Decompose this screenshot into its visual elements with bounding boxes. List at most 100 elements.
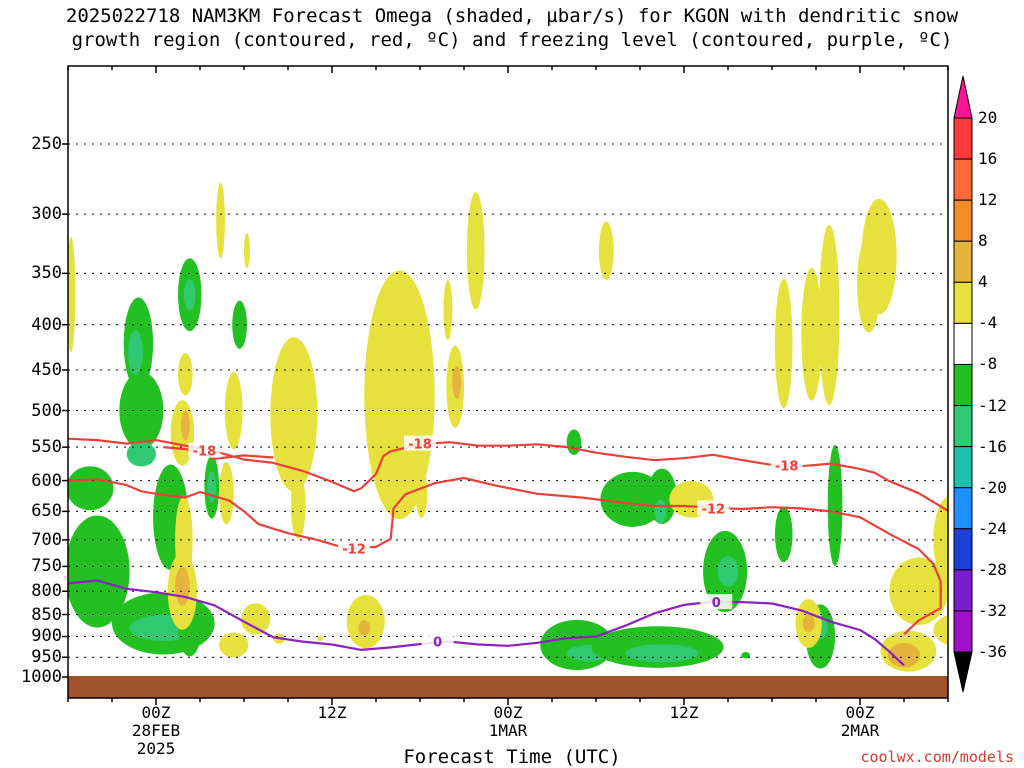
omega-region-65: [889, 557, 948, 625]
omega-region-34: [180, 410, 190, 441]
colorbar: [953, 75, 973, 693]
colorbar-label: 8: [978, 231, 988, 251]
x-tick-label: 12Z: [287, 704, 377, 758]
colorbar-swatch: [953, 281, 973, 324]
x-tick-label: 00Z 2MAR: [815, 704, 905, 758]
omega-region-0: [68, 466, 114, 511]
omega-region-44: [270, 337, 318, 492]
colorbar-label: 16: [978, 149, 998, 169]
omega-region-18: [647, 468, 677, 525]
omega-region-16: [566, 429, 582, 455]
omega-region-41: [224, 371, 243, 450]
omega-shading: [68, 182, 948, 672]
y-tick-label: 850: [31, 604, 62, 625]
axis-ticks: [62, 66, 949, 705]
source-credit: coolwx.com/models: [860, 748, 1014, 766]
omega-region-35: [178, 353, 193, 396]
colorbar-swatch: [953, 158, 973, 201]
contour-line-3: [68, 579, 905, 667]
omega-region-53: [452, 366, 462, 400]
omega-region-28: [827, 444, 843, 566]
omega-region-69: [933, 614, 948, 646]
y-tick-label: 900: [31, 626, 62, 647]
omega-region-14: [232, 300, 247, 349]
x-tick-label-line: 28FEB: [131, 721, 181, 740]
colorbar-swatch: [953, 363, 973, 407]
omega-region-39: [175, 566, 190, 606]
omega-region-40: [219, 462, 234, 525]
x-tick-label-line: 12Z: [317, 703, 347, 722]
contour-label: -18: [193, 445, 217, 460]
colorbar-bottom-triangle: [953, 651, 973, 693]
omega-region-54: [443, 279, 453, 341]
colorbar-label: -24: [978, 518, 1007, 538]
x-tick-label-line: 12Z: [669, 703, 699, 722]
y-tick-label: 550: [31, 437, 62, 458]
omega-region-11: [183, 279, 196, 311]
omega-region-36: [216, 182, 225, 259]
contour-label: 0: [712, 596, 721, 611]
colorbar-label: 4: [978, 272, 988, 292]
y-tick-label: 1000: [21, 667, 62, 687]
y-tick-label: 250: [31, 134, 62, 154]
colorbar-label: -28: [978, 559, 1007, 579]
y-tick-label: 350: [31, 263, 62, 284]
y-tick-label: 500: [31, 400, 62, 421]
x-axis-title: Forecast Time (UTC): [403, 746, 621, 768]
colorbar-swatch: [953, 446, 973, 489]
colorbar-swatch: [953, 322, 973, 365]
title-line-2: growth region (contoured, red, ºC) and f…: [71, 29, 953, 51]
y-tick-label: 750: [31, 556, 62, 577]
gridlines: [68, 143, 948, 678]
contour-line-2: [68, 476, 942, 636]
x-tick-label: 00Z 1MAR: [463, 704, 553, 758]
x-tick-label-line: 00Z: [845, 703, 875, 722]
omega-region-56: [598, 221, 614, 280]
x-tick-label-line: [287, 722, 377, 740]
colorbar-label: 12: [978, 190, 998, 210]
colorbar-swatch: [953, 405, 973, 448]
contour-label: -18: [408, 438, 432, 453]
contour-label: -18: [775, 460, 799, 475]
colorbar-top-triangle: [953, 75, 973, 119]
colorbar-swatch: [953, 610, 973, 653]
omega-region-51: [415, 468, 428, 519]
colorbar-label: 20: [978, 108, 998, 127]
colorbar-label: -4: [978, 313, 998, 333]
contour-label: -12: [702, 502, 726, 517]
x-tick-label-line: 1MAR: [488, 721, 528, 740]
contour-label-bg: [421, 633, 454, 649]
colorbar-swatch: [953, 487, 973, 530]
y-tick-label: 400: [31, 314, 62, 335]
omega-region-8: [128, 330, 143, 375]
contour-label-bg: [404, 435, 436, 451]
y-tick-label: 600: [31, 470, 62, 491]
colorbar-label: -36: [978, 642, 1007, 661]
omega-region-13: [207, 471, 217, 503]
colorbar-swatch: [953, 528, 973, 571]
contour-label-bg: [700, 594, 733, 610]
title-line-1: 2025022718 NAM3KM Forecast Omega (shaded…: [65, 5, 959, 27]
contour-label-bg: [770, 457, 803, 473]
omega-region-55: [466, 192, 485, 310]
contour-line-1: [163, 446, 274, 460]
colorbar-swatch: [953, 199, 973, 242]
omega-region-64: [802, 614, 815, 633]
omega-region-25: [717, 556, 739, 587]
omega-region-60: [818, 224, 840, 406]
contour-label: 0: [433, 636, 442, 651]
x-tick-label-line: 00Z: [141, 703, 171, 722]
omega-region-1: [68, 515, 130, 628]
y-tick-label: 650: [31, 501, 62, 522]
omega-region-62: [857, 235, 881, 333]
omega-region-45: [290, 472, 306, 539]
colorbar-swatch: [953, 569, 973, 612]
omega-region-23: [625, 644, 699, 663]
x-tick-label-line: 2MAR: [840, 721, 880, 740]
y-tick-label: 800: [31, 581, 62, 602]
y-tick-label: 300: [31, 204, 62, 225]
y-tick-label: 950: [31, 647, 62, 668]
colorbar-label: -16: [978, 436, 1007, 456]
x-tick-label-line: 2025: [136, 739, 176, 758]
